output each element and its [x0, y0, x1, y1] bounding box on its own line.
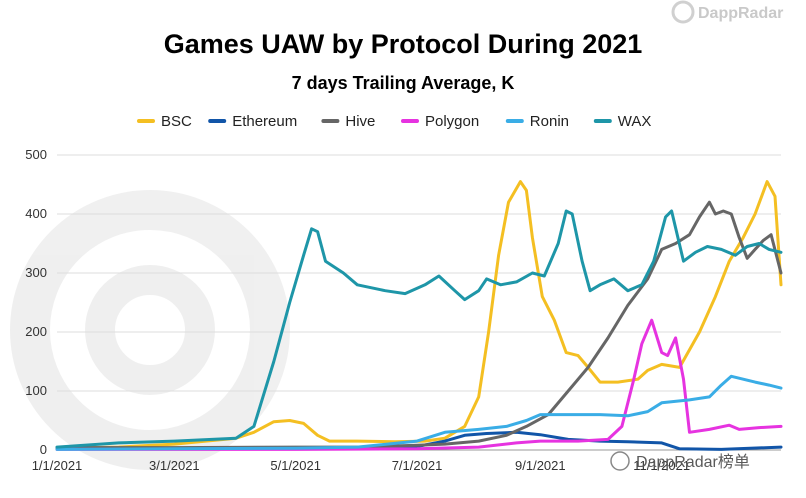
x-tick-label: 9/1/2021: [515, 458, 566, 473]
legend-label: WAX: [618, 113, 652, 130]
x-axis-ticks: 1/1/2021 3/1/2021 5/1/2021 7/1/2021 9/1/2021…: [32, 458, 690, 473]
legend-label: Polygon: [425, 113, 479, 130]
y-tick-label: 500: [25, 147, 47, 162]
series-line-polygon: [55, 318, 783, 451]
y-tick-label: 0: [40, 442, 47, 457]
legend-label: Hive: [345, 113, 375, 130]
chart-subtitle: 7 days Trailing Average, K: [292, 73, 515, 93]
chart-title: Games UAW by Protocol During 2021: [164, 29, 643, 59]
series-lines: [55, 180, 783, 451]
watermark-logo: [10, 190, 290, 470]
x-tick-label: 7/1/2021: [392, 458, 443, 473]
watermark-top-text: DappRadar: [698, 5, 783, 22]
y-tick-label: 200: [25, 324, 47, 339]
series-line-wax: [55, 209, 783, 449]
y-axis-ticks: 0 100 200 300 400 500: [25, 147, 47, 457]
x-tick-label: 5/1/2021: [270, 458, 321, 473]
dappradar-watermark-bottom: DappRadar榜单: [610, 451, 750, 471]
y-tick-label: 100: [25, 383, 47, 398]
x-tick-label: 11/1/2021: [633, 458, 690, 473]
series-line-ronin: [55, 374, 783, 451]
watermark-bottom-text: DappRadar榜单: [636, 453, 750, 471]
x-tick-label: 1/1/2021: [32, 458, 83, 473]
legend-label: Ethereum: [232, 113, 297, 130]
legend-label: BSC: [161, 113, 192, 130]
series-line-bsc: [55, 180, 783, 450]
dappradar-watermark-top: DappRadar: [671, 0, 783, 24]
legend-label: Ronin: [530, 113, 569, 130]
y-tick-label: 400: [25, 206, 47, 221]
y-tick-label: 300: [25, 265, 47, 280]
x-tick-label: 3/1/2021: [149, 458, 200, 473]
chart-legend: BSC Ethereum Hive Polygon Ronin WAX: [137, 113, 652, 130]
series-line-hive: [55, 200, 783, 450]
